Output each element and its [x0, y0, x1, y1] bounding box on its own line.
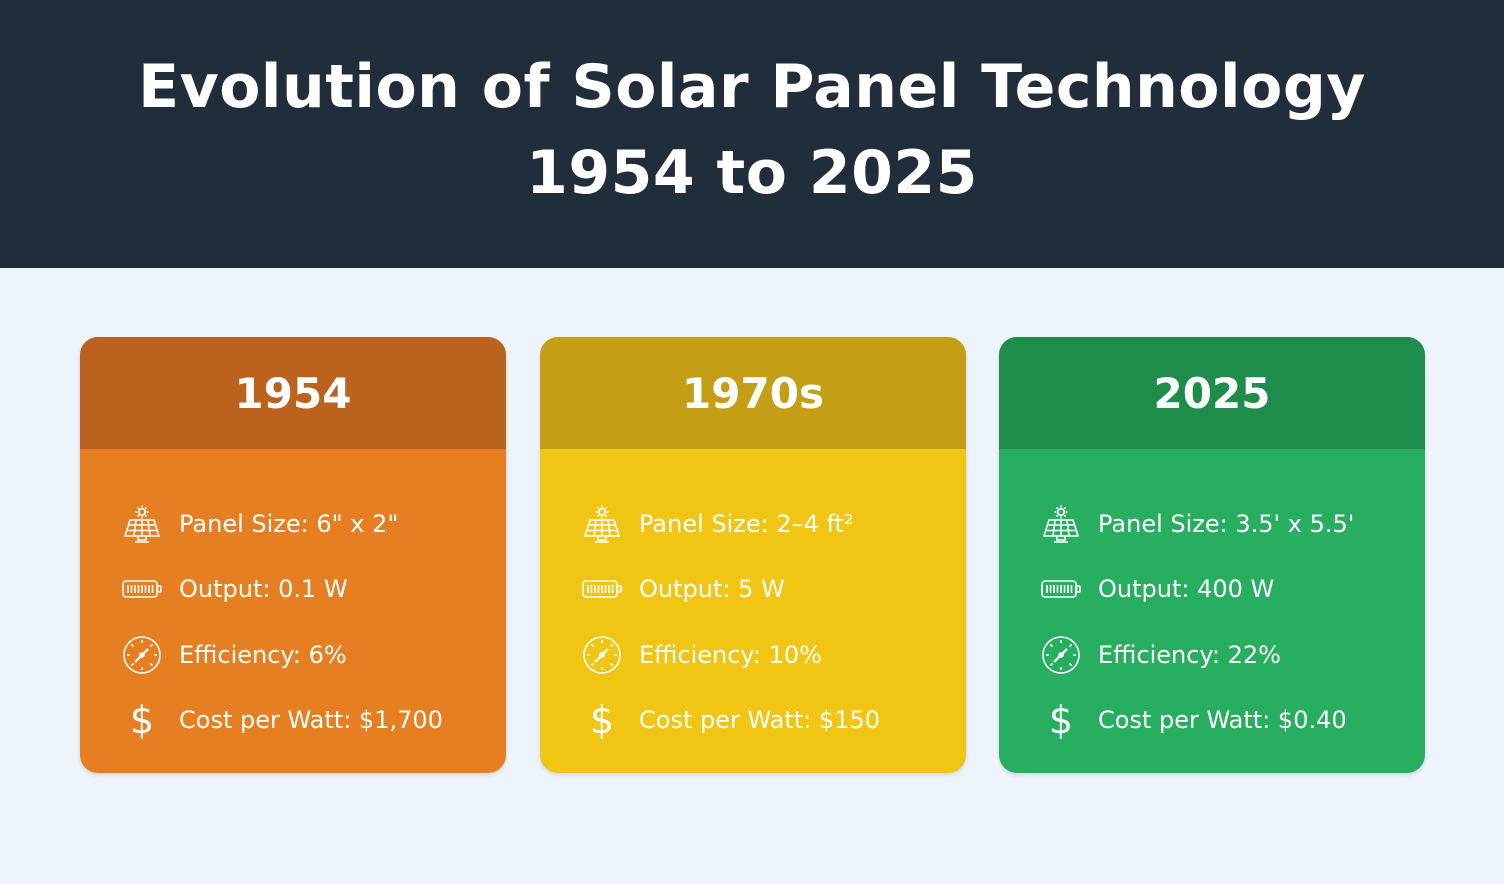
card-year: 2025	[1153, 368, 1271, 418]
dollar-icon: $	[589, 698, 615, 743]
card-header: 1954	[80, 337, 506, 449]
card-1970s: 1970s Panel Size: 2–4 ft²	[540, 337, 966, 773]
spec-row-output: Output: 0.1 W	[120, 557, 506, 623]
spec-row-cost: $ Cost per Watt: $0.40	[1039, 688, 1425, 754]
dollar-icon: $	[1048, 698, 1074, 743]
page-subtitle: 1954 to 2025	[526, 138, 978, 208]
spec-row-output: Output: 400 W	[1039, 557, 1425, 623]
solar-panel-icon	[1039, 502, 1083, 546]
card-1954: 1954 Panel Size: 6" x 2"	[80, 337, 506, 773]
gauge-icon	[580, 633, 624, 677]
card-year: 1954	[234, 368, 352, 418]
spec-row-panel-size: Panel Size: 3.5' x 5.5'	[1039, 491, 1425, 557]
spec-row-efficiency: Efficiency: 22%	[1039, 622, 1425, 688]
spec-row-output: Output: 5 W	[580, 557, 966, 623]
spec-text: Output: 400 W	[1098, 575, 1275, 604]
card-header: 2025	[999, 337, 1425, 449]
page-header: Evolution of Solar Panel Technology 1954…	[0, 0, 1504, 268]
spec-row-cost: $ Cost per Watt: $1,700	[120, 688, 506, 754]
spec-row-cost: $ Cost per Watt: $150	[580, 688, 966, 754]
spec-text: Output: 0.1 W	[179, 575, 348, 604]
card-header: 1970s	[540, 337, 966, 449]
spec-text: Output: 5 W	[639, 575, 785, 604]
card-body: Panel Size: 6" x 2" Output: 0.1 W	[80, 449, 506, 753]
spec-row-panel-size: Panel Size: 6" x 2"	[120, 491, 506, 557]
solar-panel-icon	[580, 502, 624, 546]
spec-row-efficiency: Efficiency: 10%	[580, 622, 966, 688]
spec-text: Efficiency: 10%	[639, 640, 822, 669]
spec-text: Efficiency: 6%	[179, 640, 347, 669]
spec-text: Panel Size: 2–4 ft²	[639, 509, 854, 538]
card-body: Panel Size: 3.5' x 5.5' Output: 400 W	[999, 449, 1425, 753]
spec-text: Panel Size: 3.5' x 5.5'	[1098, 509, 1355, 538]
gauge-icon	[1039, 633, 1083, 677]
battery-icon	[580, 567, 624, 611]
battery-icon	[1039, 567, 1083, 611]
card-body: Panel Size: 2–4 ft² Output: 5 W	[540, 449, 966, 753]
spec-text: Cost per Watt: $1,700	[179, 706, 443, 735]
spec-row-efficiency: Efficiency: 6%	[120, 622, 506, 688]
spec-text: Efficiency: 22%	[1098, 640, 1281, 669]
battery-icon	[120, 567, 164, 611]
card-2025: 2025 Panel Size: 3.5' x 5.5'	[999, 337, 1425, 773]
dollar-icon: $	[129, 698, 155, 743]
gauge-icon	[120, 633, 164, 677]
spec-row-panel-size: Panel Size: 2–4 ft²	[580, 491, 966, 557]
spec-text: Cost per Watt: $0.40	[1098, 706, 1347, 735]
spec-text: Cost per Watt: $150	[639, 706, 880, 735]
card-year: 1970s	[682, 368, 824, 418]
page-title: Evolution of Solar Panel Technology	[138, 52, 1366, 122]
spec-text: Panel Size: 6" x 2"	[179, 509, 399, 538]
solar-panel-icon	[120, 502, 164, 546]
